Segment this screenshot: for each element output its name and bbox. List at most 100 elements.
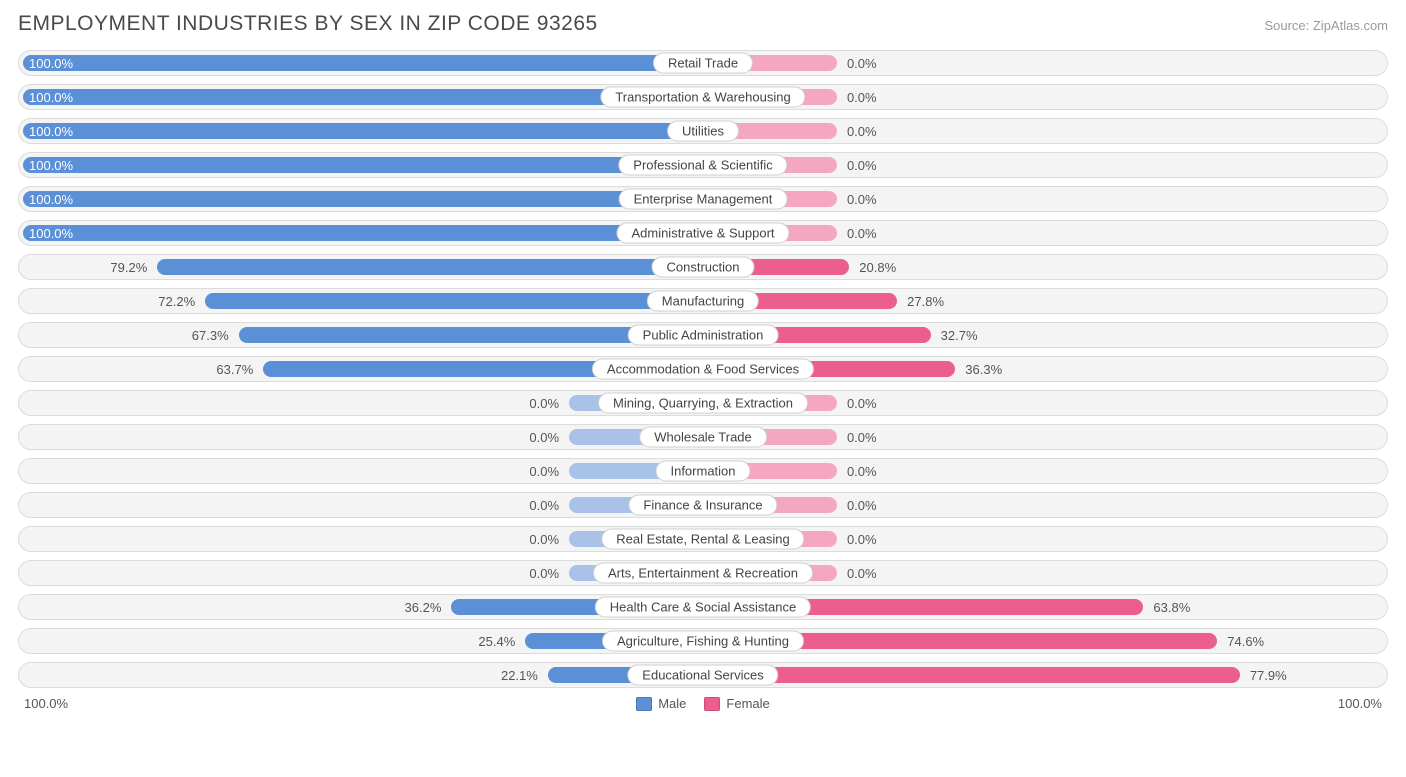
male-half: 25.4%	[19, 629, 703, 653]
female-half: 0.0%	[703, 527, 1387, 551]
female-half: 20.8%	[703, 255, 1387, 279]
male-half: 100.0%	[19, 51, 703, 75]
male-pct: 100.0%	[29, 226, 73, 241]
chart-row: 25.4% 74.6% Agriculture, Fishing & Hunting	[18, 628, 1388, 654]
male-bar	[23, 55, 699, 71]
female-half: 0.0%	[703, 187, 1387, 211]
legend-female: Female	[704, 696, 769, 711]
female-pct: 0.0%	[847, 192, 877, 207]
category-label: Professional & Scientific	[618, 155, 787, 176]
chart-row: 36.2% 63.8% Health Care & Social Assistanc…	[18, 594, 1388, 620]
legend: Male Female	[636, 696, 770, 711]
male-half: 100.0%	[19, 221, 703, 245]
female-half: 0.0%	[703, 119, 1387, 143]
male-pct: 63.7%	[216, 362, 253, 377]
chart-row: 63.7%36.3%Accommodation & Food Services	[18, 356, 1388, 382]
category-label: Public Administration	[628, 325, 779, 346]
male-bar	[23, 89, 699, 105]
female-half: 0.0%	[703, 425, 1387, 449]
category-label: Construction	[652, 257, 755, 278]
chart-row: 100.0%0.0%Administrative & Support	[18, 220, 1388, 246]
female-pct: 0.0%	[847, 158, 877, 173]
female-pct: 77.9%	[1250, 668, 1287, 683]
female-pct: 0.0%	[847, 532, 877, 547]
female-pct: 32.7%	[941, 328, 978, 343]
female-pct: 0.0%	[847, 464, 877, 479]
male-pct: 0.0%	[529, 396, 559, 411]
male-pct: 100.0%	[29, 90, 73, 105]
female-half: 0.0%	[703, 493, 1387, 517]
male-half: 72.2%	[19, 289, 703, 313]
chart-row: 67.3% 32.7% Public Administration	[18, 322, 1388, 348]
category-label: Health Care & Social Assistance	[595, 597, 811, 618]
female-swatch	[704, 697, 720, 711]
female-pct: 36.3%	[965, 362, 1002, 377]
male-pct: 0.0%	[529, 464, 559, 479]
male-pct: 100.0%	[29, 124, 73, 139]
female-pct: 0.0%	[847, 56, 877, 71]
diverging-bar-chart: 100.0%0.0%Retail Trade100.0%0.0%Transpor…	[18, 50, 1388, 688]
female-pct: 27.8%	[907, 294, 944, 309]
chart-header: EMPLOYMENT INDUSTRIES BY SEX IN ZIP CODE…	[18, 12, 1388, 36]
male-pct: 79.2%	[110, 260, 147, 275]
female-pct: 0.0%	[847, 566, 877, 581]
legend-male: Male	[636, 696, 686, 711]
male-bar	[23, 157, 699, 173]
female-half: 74.6%	[703, 629, 1387, 653]
male-pct: 22.1%	[501, 668, 538, 683]
male-half: 0.0%	[19, 425, 703, 449]
male-swatch	[636, 697, 652, 711]
female-pct: 63.8%	[1153, 600, 1190, 615]
chart-row: 0.0% 0.0% Mining, Quarrying, & Extraction	[18, 390, 1388, 416]
male-pct: 100.0%	[29, 158, 73, 173]
male-half: 79.2%	[19, 255, 703, 279]
category-label: Information	[655, 461, 750, 482]
chart-row: 100.0% 0.0% Retail Trade	[18, 50, 1388, 76]
chart-row: 100.0%0.0%Enterprise Management	[18, 186, 1388, 212]
category-label: Mining, Quarrying, & Extraction	[598, 393, 808, 414]
legend-female-label: Female	[726, 696, 769, 711]
male-pct: 100.0%	[29, 56, 73, 71]
female-half: 0.0%	[703, 85, 1387, 109]
chart-row: 100.0%0.0%Transportation & Warehousing	[18, 84, 1388, 110]
male-half: 100.0%	[19, 153, 703, 177]
male-bar	[23, 191, 699, 207]
chart-row: 100.0% 0.0% Professional & Scientific	[18, 152, 1388, 178]
chart-row: 79.2% 20.8% Construction	[18, 254, 1388, 280]
category-label: Retail Trade	[653, 53, 753, 74]
male-bar	[23, 123, 699, 139]
female-pct: 0.0%	[847, 90, 877, 105]
chart-row: 0.0%0.0%Arts, Entertainment & Recreation	[18, 560, 1388, 586]
female-bar	[707, 667, 1240, 683]
category-label: Educational Services	[627, 665, 778, 686]
female-pct: 0.0%	[847, 396, 877, 411]
male-pct: 36.2%	[405, 600, 442, 615]
male-bar	[205, 293, 699, 309]
female-pct: 0.0%	[847, 124, 877, 139]
chart-row: 100.0%0.0%Utilities	[18, 118, 1388, 144]
category-label: Enterprise Management	[619, 189, 788, 210]
female-pct: 0.0%	[847, 498, 877, 513]
chart-row: 0.0%0.0%Real Estate, Rental & Leasing	[18, 526, 1388, 552]
male-bar	[23, 225, 699, 241]
female-pct: 0.0%	[847, 226, 877, 241]
axis-left-label: 100.0%	[24, 696, 68, 711]
female-pct: 74.6%	[1227, 634, 1264, 649]
male-pct: 25.4%	[478, 634, 515, 649]
male-pct: 67.3%	[192, 328, 229, 343]
category-label: Arts, Entertainment & Recreation	[593, 563, 813, 584]
chart-source: Source: ZipAtlas.com	[1264, 18, 1388, 33]
male-pct: 0.0%	[529, 498, 559, 513]
category-label: Agriculture, Fishing & Hunting	[602, 631, 804, 652]
male-bar	[157, 259, 699, 275]
male-half: 67.3%	[19, 323, 703, 347]
female-half: 0.0%	[703, 51, 1387, 75]
male-half: 100.0%	[19, 119, 703, 143]
category-label: Wholesale Trade	[639, 427, 767, 448]
chart-row: 72.2%27.8%Manufacturing	[18, 288, 1388, 314]
chart-row: 0.0%0.0%Wholesale Trade	[18, 424, 1388, 450]
chart-row: 22.1% 77.9% Educational Services	[18, 662, 1388, 688]
female-half: 77.9%	[703, 663, 1387, 687]
female-half: 27.8%	[703, 289, 1387, 313]
female-pct: 20.8%	[859, 260, 896, 275]
